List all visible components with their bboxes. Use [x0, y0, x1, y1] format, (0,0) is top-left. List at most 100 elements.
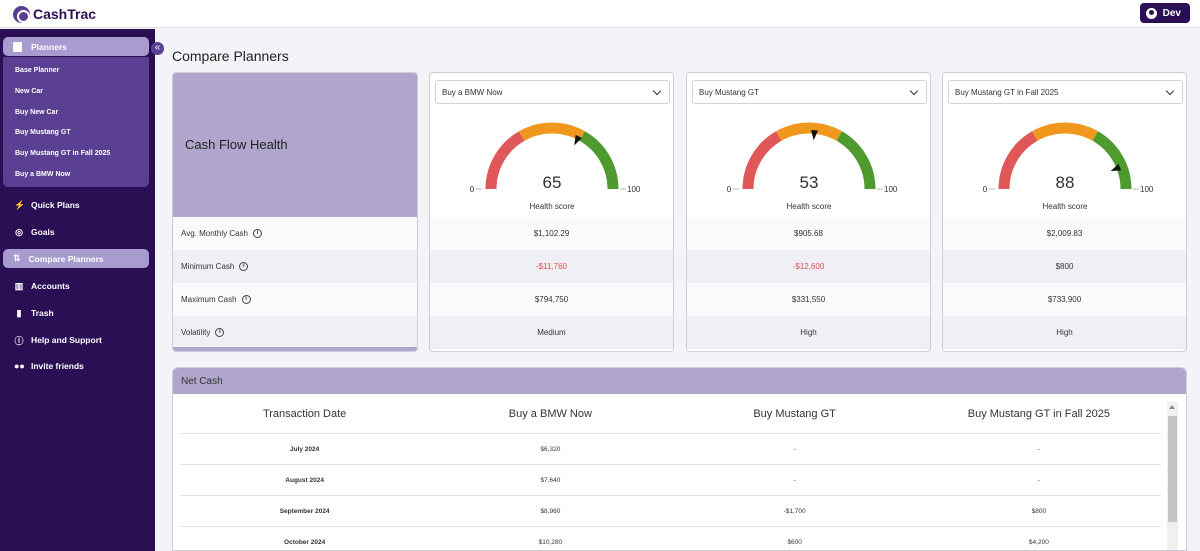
gauge-score: 65 — [543, 173, 562, 192]
planner-select-value: Buy a BMW Now — [442, 87, 503, 97]
table-cell: $4,200 — [1028, 538, 1049, 546]
planner-select[interactable]: Buy Mustang GT — [692, 80, 927, 104]
table-row: August 2024 $7,640 - - — [181, 465, 1161, 496]
scrollbar[interactable] — [1167, 402, 1178, 550]
column-header[interactable]: Buy Mustang GT in Fall 2025 — [967, 407, 1110, 420]
brand[interactable]: CashTrac — [13, 3, 96, 25]
sidebar-item-label: Compare Planners — [28, 253, 104, 264]
table-cell: October 2024 — [284, 538, 326, 546]
metrics-header: Cash Flow Health — [173, 73, 417, 217]
metric-row-minimum-cash: Minimum Cash i — [173, 250, 417, 283]
gauge-segment-orange — [776, 122, 842, 141]
table-cell: $7,640 — [540, 476, 561, 484]
logo-icon — [13, 5, 30, 23]
minimum-cash-value: $800 — [943, 250, 1186, 283]
metric-row-maximum-cash: Maximum Cash i — [173, 283, 417, 316]
column-header[interactable]: Buy Mustang GT — [753, 407, 836, 420]
table-cell: -$1,700 — [783, 507, 806, 515]
sidebar-item-help[interactable]: ⓘ Help and Support — [14, 334, 101, 346]
avg-monthly-cash-value: $1,102.29 — [430, 217, 673, 250]
gauge-segment-red — [485, 131, 525, 190]
sidebar-item-label: Goals — [31, 227, 55, 237]
gauge-needle-icon — [1110, 164, 1122, 171]
column-header[interactable]: Buy a BMW Now — [508, 407, 592, 420]
gauge-segment-orange — [519, 122, 585, 141]
card-bottom-bar — [173, 347, 417, 351]
health-gauge: 65 0 100 Health score — [470, 122, 641, 211]
sidebar-item-goals[interactable]: ◎ Goals — [14, 226, 55, 238]
net-cash-title: Net Cash — [173, 368, 1186, 394]
planners-submenu: Base Planner New Car Buy New Car Buy Mus… — [3, 57, 149, 187]
gauge-caption: Health score — [530, 202, 575, 211]
metric-row-avg-monthly: Avg. Monthly Cash i — [173, 217, 417, 250]
avg-monthly-cash-value: $905.68 — [687, 217, 930, 250]
collapse-sidebar-button[interactable]: « — [151, 42, 164, 55]
planner-card: Buy Mustang GT 53 0 100 Health score $905.6… — [686, 72, 931, 352]
gauge-segment-green — [579, 131, 619, 190]
submenu-item[interactable]: Buy Mustang GT — [15, 129, 71, 136]
submenu-item[interactable]: Base Planner — [15, 67, 60, 74]
sidebar-item-compare-planners[interactable]: ⇅ Compare Planners — [3, 249, 149, 268]
gauge-caption: Health score — [787, 202, 832, 211]
metric-label: Avg. Monthly Cash — [181, 229, 248, 238]
chevron-down-icon — [909, 86, 919, 96]
sidebar-item-trash[interactable]: ▮ Trash — [14, 307, 54, 319]
gauge-max-label: 100 — [627, 185, 641, 194]
submenu-item[interactable]: Buy a BMW Now — [15, 171, 71, 178]
volatility-value: Medium — [430, 316, 673, 349]
trash-icon: ▮ — [16, 307, 22, 318]
minimum-cash-value: -$12,600 — [687, 250, 930, 283]
health-gauge: 53 0 100 Health score — [727, 122, 898, 211]
sidebar-item-label: Quick Plans — [31, 200, 80, 210]
planner-select[interactable]: Buy Mustang GT in Fall 2025 — [948, 80, 1183, 104]
people-icon: ●● — [14, 361, 25, 371]
gauge-segment-green — [1092, 131, 1132, 190]
user-menu-button[interactable]: Dev — [1139, 3, 1190, 23]
table-cell: - — [1037, 445, 1040, 453]
table-cell: - — [793, 445, 796, 453]
gauge-min-label: 0 — [727, 185, 732, 194]
sidebar-item-label: Accounts — [31, 281, 70, 291]
sidebar-item-label: Planners — [31, 41, 67, 52]
table-row: October 2024 $10,280 $600 $4,200 — [181, 527, 1161, 550]
table-row: September 2024 $8,960 -$1,700 $800 — [181, 496, 1161, 527]
planner-select[interactable]: Buy a BMW Now — [435, 80, 670, 104]
sidebar-item-planners[interactable]: Planners — [3, 37, 149, 56]
gauge-max-label: 100 — [1140, 185, 1154, 194]
planner-select-value: Buy Mustang GT — [699, 87, 760, 97]
sidebar-item-invite[interactable]: ●● Invite friends — [14, 360, 84, 372]
scroll-up-arrow-icon[interactable] — [1169, 405, 1175, 409]
avatar-icon — [1145, 7, 1157, 19]
scroll-thumb[interactable] — [1168, 416, 1177, 522]
submenu-item[interactable]: Buy New Car — [15, 109, 59, 116]
gauge-segment-red — [998, 131, 1038, 190]
metric-label: Maximum Cash — [181, 295, 237, 304]
table-cell: September 2024 — [279, 507, 330, 515]
sidebar-item-accounts[interactable]: ▥ Accounts — [14, 280, 70, 292]
info-icon[interactable]: i — [239, 262, 249, 271]
help-icon: ⓘ — [14, 335, 24, 346]
metrics-heading: Cash Flow Health — [185, 137, 288, 152]
info-icon[interactable]: i — [253, 229, 262, 238]
brand-name: CashTrac — [33, 6, 97, 22]
gauge-segment-red — [742, 131, 782, 190]
gauge-needle-icon — [574, 134, 582, 146]
column-header[interactable]: Transaction Date — [262, 407, 347, 420]
table-cell: $6,320 — [540, 445, 561, 453]
table-cell: $10,280 — [538, 538, 563, 546]
target-icon: ◎ — [15, 226, 23, 237]
info-icon[interactable]: i — [241, 295, 251, 304]
info-icon[interactable]: i — [215, 328, 225, 337]
gauge-segment-orange — [1032, 122, 1098, 141]
table-row: July 2024 $6,320 - - — [181, 434, 1161, 465]
submenu-item[interactable]: New Car — [15, 88, 44, 95]
bolt-icon: ⚡ — [14, 199, 26, 210]
metric-row-volatility: Volatility i — [173, 316, 417, 349]
table-cell: - — [793, 476, 796, 484]
table-cell: $600 — [787, 538, 802, 546]
sidebar-item-label: Invite friends — [31, 361, 84, 371]
sidebar-item-quick-plans[interactable]: ⚡ Quick Plans — [14, 199, 80, 211]
net-cash-panel: Net Cash Transaction Date Buy a BMW Now … — [172, 367, 1187, 551]
metric-label: Minimum Cash — [181, 262, 235, 271]
submenu-item[interactable]: Buy Mustang GT in Fall 2025 — [15, 150, 111, 157]
